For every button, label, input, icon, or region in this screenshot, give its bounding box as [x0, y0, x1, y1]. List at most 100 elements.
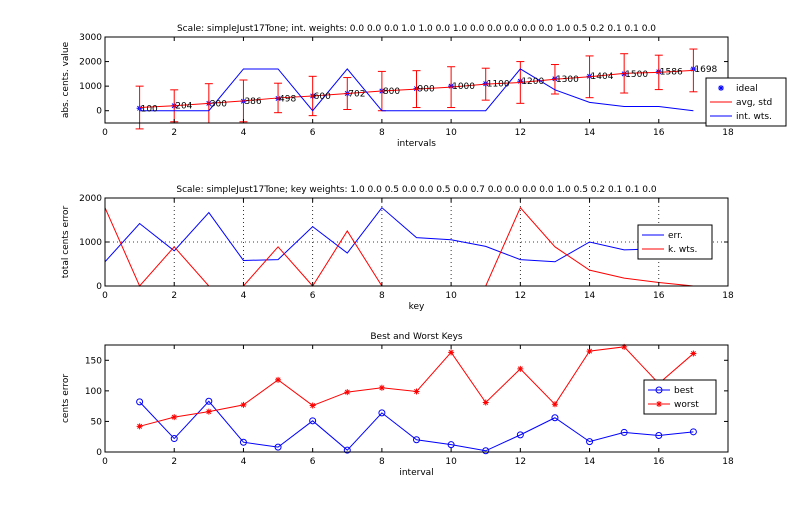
- data-point: [482, 447, 490, 455]
- data-point: [621, 343, 628, 350]
- data-point: [447, 441, 455, 449]
- legend: best worst: [643, 379, 717, 415]
- x-tick-label: 0: [102, 291, 108, 301]
- chart-panel-1: 100 204 300 386 498 600 702 800 900 1000 1100 1200 1…: [61, 24, 787, 149]
- data-point: [378, 409, 386, 417]
- data-point: [205, 408, 212, 415]
- x-tick-label: 8: [379, 457, 385, 467]
- data-point: [620, 428, 628, 436]
- legend: ideal avg, std int. wts.: [705, 77, 787, 127]
- legend: err. k. wts.: [637, 224, 713, 260]
- y-axis-label: abs. cents. value: [61, 41, 71, 118]
- series-line: [104, 206, 694, 263]
- x-tick-label: 12: [515, 291, 526, 301]
- y-tick-label: 3000: [79, 33, 102, 43]
- data-point: [171, 414, 178, 421]
- chart-title: Scale: simpleJust17Tone; key weights: 1.…: [176, 185, 657, 195]
- data-point: [586, 438, 594, 446]
- series-line: [139, 68, 694, 112]
- x-tick-label: 18: [722, 457, 734, 467]
- legend-marker: [655, 386, 663, 394]
- y-tick-label: 150: [85, 356, 102, 366]
- y-tick-label: 50: [91, 417, 103, 427]
- legend-entry: int. wts.: [736, 112, 772, 122]
- data-point: [482, 399, 489, 406]
- legend-entry: best: [674, 386, 694, 396]
- x-tick-label: 16: [653, 457, 665, 467]
- point-label: 1586: [660, 68, 683, 78]
- y-tick-label: 2000: [79, 58, 102, 68]
- plot-area: [105, 345, 728, 452]
- y-axis-label: cents error: [61, 374, 71, 423]
- x-tick-label: 12: [515, 457, 526, 467]
- data-point: [551, 414, 559, 422]
- point-label: 702: [348, 89, 365, 99]
- y-tick-label: 0: [96, 107, 102, 117]
- data-point: [309, 402, 316, 409]
- legend-marker: [656, 401, 662, 407]
- data-point: [689, 428, 697, 436]
- x-tick-label: 12: [515, 128, 526, 138]
- x-tick-label: 16: [653, 128, 665, 138]
- data-point: [413, 436, 420, 444]
- point-label: 900: [418, 85, 435, 95]
- axes-frame: [104, 344, 729, 453]
- legend-entry: err.: [668, 231, 683, 241]
- legend-entry: avg, std: [736, 98, 772, 108]
- y-tick-label: 1000: [79, 238, 102, 248]
- point-label: 100: [141, 104, 158, 114]
- point-label: 1200: [521, 77, 544, 87]
- x-tick-label: 2: [171, 291, 177, 301]
- x-tick-label: 18: [722, 128, 734, 138]
- point-label: 1698: [694, 65, 717, 75]
- y-tick-label: 0: [96, 448, 102, 458]
- point-label: 1300: [556, 75, 579, 85]
- point-label: 498: [279, 94, 296, 104]
- x-axis-label: key: [409, 302, 425, 312]
- x-tick-label: 4: [241, 457, 247, 467]
- x-tick-label: 6: [310, 128, 316, 138]
- point-label: 204: [175, 102, 192, 112]
- y-tick-label: 100: [85, 387, 102, 397]
- point-label: 386: [244, 97, 261, 107]
- data-point: [239, 438, 247, 446]
- x-axis-label: intervals: [397, 139, 436, 149]
- y-tick-label: 1000: [79, 82, 102, 92]
- data-point: [343, 446, 351, 454]
- series-int-wts-: [139, 68, 694, 112]
- point-label: 1100: [487, 80, 510, 90]
- chart-panel-3: 0 2 4 6 8 10 12 14 16 18 0 50 100 150 Best and Worst K…: [61, 332, 734, 478]
- chart-title: Scale: simpleJust17Tone; int. weights: 0…: [177, 24, 656, 34]
- x-tick-label: 14: [584, 457, 596, 467]
- x-tick-label: 10: [445, 128, 457, 138]
- data-point: [136, 398, 144, 406]
- x-tick-label: 0: [102, 457, 108, 467]
- x-tick-label: 6: [310, 457, 316, 467]
- point-label: 300: [210, 99, 227, 109]
- data-point: [275, 376, 282, 383]
- x-tick-label: 6: [310, 291, 316, 301]
- x-axis-label: interval: [399, 468, 433, 478]
- point-label: 600: [314, 92, 331, 102]
- x-tick-label: 2: [171, 128, 177, 138]
- point-label: 1500: [625, 70, 648, 80]
- series-avg-std: [135, 48, 698, 130]
- plot-area: [105, 198, 728, 286]
- data-point: [274, 443, 282, 451]
- data-point: [517, 365, 524, 372]
- data-point: [344, 389, 351, 396]
- series-line: [139, 400, 694, 452]
- x-tick-label: 10: [445, 291, 457, 301]
- point-label: 1404: [591, 72, 614, 82]
- x-tick-label: 8: [379, 291, 385, 301]
- legend-marker: [718, 85, 724, 91]
- point-label: 1000: [452, 82, 475, 92]
- x-tick-label: 4: [241, 128, 247, 138]
- x-tick-label: 14: [584, 128, 596, 138]
- x-tick-label: 10: [445, 457, 457, 467]
- series-err-: [104, 206, 694, 263]
- legend-entry: worst: [674, 400, 699, 410]
- x-tick-label: 16: [653, 291, 665, 301]
- data-point: [309, 417, 317, 425]
